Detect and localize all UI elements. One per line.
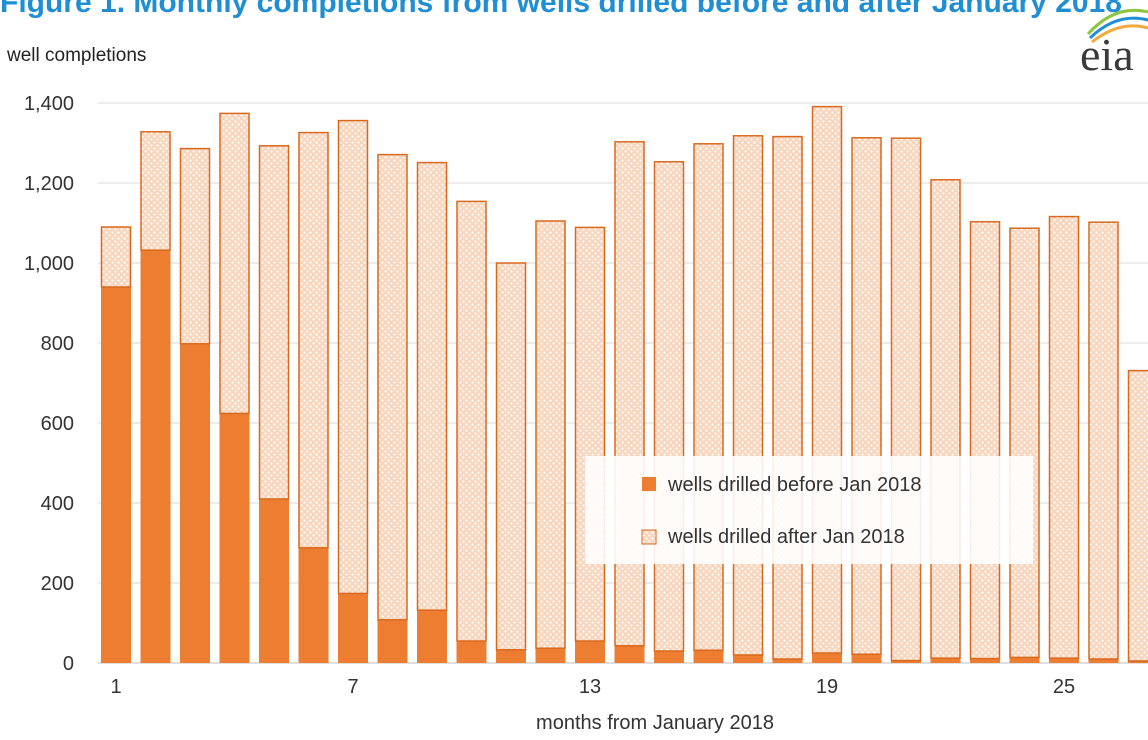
bar-after-jan-2018 [851, 137, 882, 655]
bar-before-jan-2018 [693, 650, 724, 663]
bar-before-jan-2018 [1128, 661, 1148, 663]
bar-after-jan-2018 [890, 137, 922, 662]
bar-before-jan-2018 [219, 413, 250, 663]
bar-after-jan-2018 [614, 141, 645, 647]
bar-before-jan-2018 [338, 593, 368, 663]
bar-before-jan-2018 [970, 658, 1000, 663]
bar-before-jan-2018 [259, 499, 289, 663]
bar-after-jan-2018 [1048, 215, 1080, 659]
x-tick-labels: 1 7 13 19 25 [110, 676, 1075, 698]
legend-label-before: wells drilled before Jan 2018 [667, 474, 922, 496]
bar-before-jan-2018 [298, 547, 329, 663]
bar-before-jan-2018 [851, 654, 882, 663]
y-tick-label: 1,200 [24, 173, 74, 195]
x-tick-label: 25 [1053, 676, 1075, 698]
legend-label-after: wells drilled after Jan 2018 [667, 526, 905, 548]
bar-before-jan-2018 [180, 343, 210, 663]
bar-after-jan-2018 [416, 161, 448, 611]
bar-before-jan-2018 [417, 610, 447, 663]
bar-after-jan-2018 [219, 112, 250, 415]
bar-after-jan-2018 [653, 161, 685, 652]
bar-before-jan-2018 [575, 641, 605, 663]
bar-after-jan-2018 [456, 200, 487, 642]
bar-after-jan-2018 [811, 105, 843, 654]
bar-after-jan-2018 [535, 220, 566, 649]
y-tick-label: 400 [41, 493, 74, 515]
bar-before-jan-2018 [930, 658, 961, 663]
bar-after-jan-2018 [337, 119, 369, 595]
bars [100, 105, 1148, 663]
bar-before-jan-2018 [891, 660, 921, 663]
page-title: Figure 1. Monthly completions from wells… [0, 0, 1122, 19]
bar-after-jan-2018 [1009, 227, 1040, 659]
bar-before-jan-2018 [654, 651, 684, 663]
y-tick-labels: 0 200 400 600 800 1,000 1,200 1,400 [24, 93, 74, 675]
y-tick-label: 1,000 [24, 253, 74, 275]
bar-after-jan-2018 [1088, 221, 1119, 660]
bar-after-jan-2018 [179, 147, 211, 345]
bar-after-jan-2018 [100, 226, 132, 288]
x-tick-label: 13 [579, 676, 601, 698]
eia-logo: eia [1060, 4, 1148, 81]
bar-before-jan-2018 [1049, 658, 1079, 663]
bar-before-jan-2018 [1009, 657, 1040, 663]
x-tick-label: 7 [347, 676, 358, 698]
legend-swatch-before [642, 477, 656, 491]
bar-after-jan-2018 [298, 131, 329, 549]
bar-after-jan-2018 [495, 262, 527, 651]
bar-before-jan-2018 [614, 645, 645, 663]
y-tick-label: 800 [41, 333, 74, 355]
x-tick-label: 19 [816, 676, 838, 698]
bar-after-jan-2018 [574, 226, 606, 642]
bar-after-jan-2018 [258, 145, 290, 500]
x-axis-title: months from January 2018 [536, 712, 774, 734]
x-tick-label: 1 [110, 676, 121, 698]
y-tick-label: 1,400 [24, 93, 74, 115]
legend-box [585, 456, 1033, 564]
y-tick-label: 200 [41, 573, 74, 595]
bar-before-jan-2018 [377, 619, 408, 663]
bar-before-jan-2018 [496, 649, 526, 663]
bar-after-jan-2018 [1127, 369, 1148, 662]
y-axis-title: well completions [7, 45, 147, 66]
bar-before-jan-2018 [1088, 659, 1119, 663]
bar-before-jan-2018 [456, 641, 487, 663]
bar-after-jan-2018 [930, 179, 961, 659]
y-tick-label: 600 [41, 413, 74, 435]
y-tick-label: 0 [63, 653, 74, 675]
bar-after-jan-2018 [772, 135, 803, 660]
bar-before-jan-2018 [140, 250, 171, 663]
bar-before-jan-2018 [733, 655, 763, 663]
bar-after-jan-2018 [693, 143, 724, 651]
logo-text: eia [1080, 29, 1134, 76]
bar-after-jan-2018 [377, 153, 408, 621]
bar-after-jan-2018 [969, 221, 1001, 660]
title-bar: Figure 1. Monthly completions from wells… [0, 0, 1148, 26]
bar-before-jan-2018 [812, 653, 842, 663]
bar-before-jan-2018 [535, 648, 566, 663]
legend: wells drilled before Jan 2018 wells dril… [585, 456, 1033, 564]
bar-after-jan-2018 [732, 135, 764, 656]
bar-before-jan-2018 [101, 287, 131, 663]
legend-swatch-after [641, 529, 657, 545]
bar-before-jan-2018 [772, 659, 803, 663]
bar-after-jan-2018 [140, 131, 171, 251]
